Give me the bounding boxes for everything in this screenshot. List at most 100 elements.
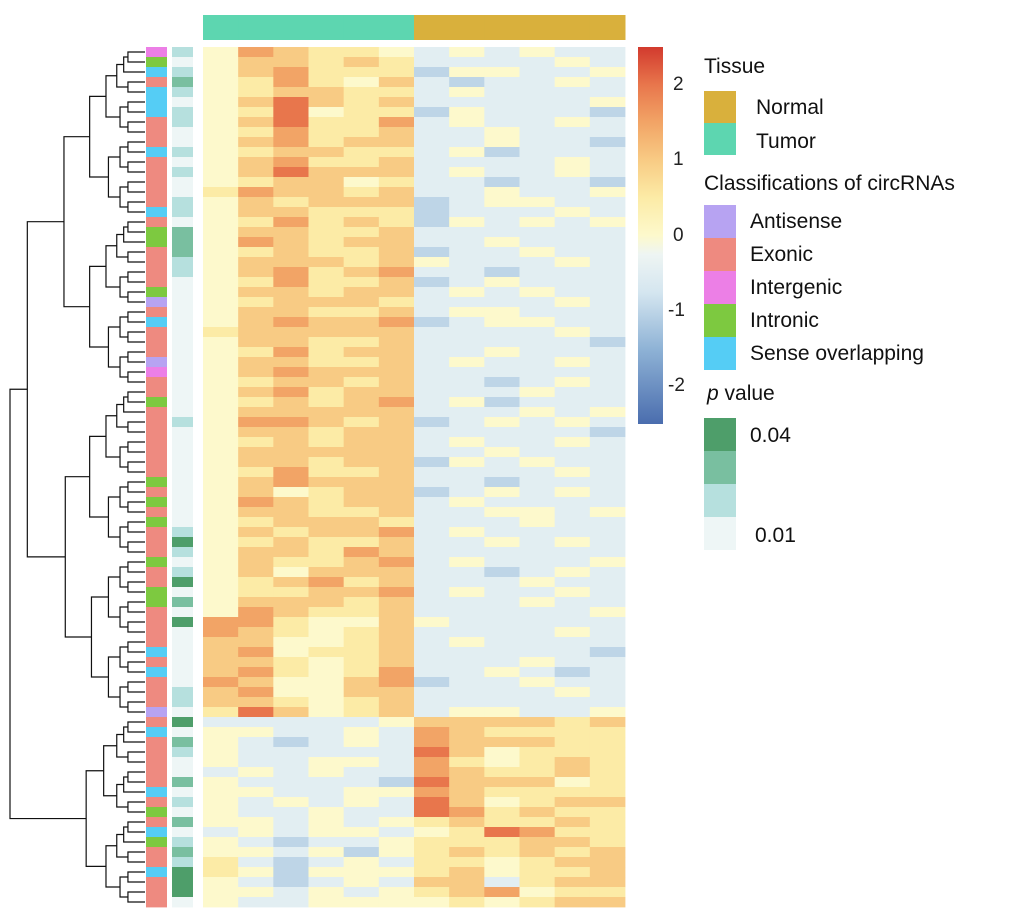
heatmap-cell (519, 827, 556, 838)
heatmap-cell (273, 447, 309, 458)
heatmap-cell (378, 257, 415, 268)
heatmap-cell (449, 357, 485, 368)
heatmap-cell (308, 647, 345, 658)
dendrogram-branch (119, 606, 128, 628)
heatmap-cell (519, 387, 556, 398)
heatmap-cell (378, 497, 415, 508)
heatmap-cell (273, 547, 309, 558)
heatmap-cell (449, 207, 485, 218)
heatmap-cell (554, 267, 591, 278)
heatmap-cell (554, 317, 591, 328)
heatmap-cell (343, 417, 380, 428)
pvalue-cell (172, 87, 193, 98)
heatmap-cell (343, 317, 380, 328)
heatmap-cell (238, 187, 274, 198)
tissue-cell-tumor (308, 15, 345, 40)
classification-cell (146, 677, 167, 688)
heatmap-cell (343, 407, 380, 418)
heatmap-cell (238, 47, 274, 58)
heatmap-cell (554, 337, 591, 348)
heatmap-cell (554, 837, 591, 848)
heatmap-cell (343, 637, 380, 648)
heatmap-cell (554, 527, 591, 538)
heatmap-cell (589, 887, 626, 898)
heatmap-cell (554, 497, 591, 508)
pvalue-cell (172, 667, 193, 678)
heatmap-cell (343, 837, 380, 848)
heatmap-cell (449, 517, 485, 528)
heatmap-cell (308, 567, 345, 578)
classification-cell (146, 147, 167, 158)
heatmap-cell (238, 517, 274, 528)
heatmap-cell (589, 267, 626, 278)
heatmap-cell (273, 147, 309, 158)
heatmap-cell (554, 747, 591, 758)
classification-cell (146, 267, 167, 278)
heatmap-cell (589, 87, 626, 98)
heatmap-cell (519, 87, 556, 98)
pvalue-cell (172, 807, 193, 818)
heatmap-cell (203, 647, 239, 658)
legend-intronic-swatch (704, 304, 736, 337)
heatmap-cell (414, 317, 450, 328)
dendrogram-branch (105, 75, 121, 118)
colorbar-tick-label: 1 (673, 149, 684, 171)
pvalue-cell (172, 767, 193, 778)
legend-normal-swatch (704, 91, 736, 123)
heatmap-cell (308, 777, 345, 788)
pvalue-cell (172, 177, 193, 188)
pvalue-cell (172, 537, 193, 548)
heatmap-cell (484, 757, 520, 768)
heatmap-cell (378, 637, 415, 648)
dendrogram-branch (127, 81, 145, 93)
heatmap-cell (589, 827, 626, 838)
classification-cell (146, 637, 167, 648)
heatmap-cell (519, 437, 556, 448)
heatmap-cell (238, 667, 274, 678)
heatmap-cell (238, 327, 274, 338)
heatmap-cell (203, 297, 239, 308)
heatmap-cell (343, 667, 380, 678)
heatmap-cell (589, 507, 626, 518)
dendrogram-branch (127, 851, 145, 863)
dendrogram-branch (116, 833, 128, 858)
classification-cell (146, 337, 167, 348)
classification-cell (146, 767, 167, 778)
pvalue-cell (172, 107, 193, 118)
pvalue-cell (172, 127, 193, 138)
heatmap-cell (414, 247, 450, 258)
classification-cell (146, 467, 167, 478)
heatmap-cell (343, 507, 380, 518)
heatmap-cell (238, 627, 274, 638)
heatmap-cell (343, 797, 380, 808)
heatmap-cell (414, 427, 450, 438)
heatmap-cell (343, 87, 380, 98)
heatmap-cell (378, 127, 415, 138)
classification-cell (146, 227, 167, 238)
heatmap-cell (554, 287, 591, 298)
heatmap-cell (203, 497, 239, 508)
heatmap-cell (589, 97, 626, 108)
heatmap-cell (449, 567, 485, 578)
heatmap-cell (414, 567, 450, 578)
heatmap-cell (484, 877, 520, 888)
heatmap-cell (449, 257, 485, 268)
heatmap-cell (589, 677, 626, 688)
heatmap-cell (589, 807, 626, 818)
heatmap-cell (589, 617, 626, 628)
heatmap-cell (378, 427, 415, 438)
heatmap-cell (589, 477, 626, 488)
heatmap-cell (414, 807, 450, 818)
heatmap-cell (308, 847, 345, 858)
dendrogram-branch (127, 291, 145, 303)
heatmap-cell (449, 577, 485, 588)
heatmap-cell (378, 377, 415, 388)
heatmap-cell (308, 87, 345, 98)
heatmap-cell (484, 237, 520, 248)
classification-cell (146, 297, 167, 308)
classification-cell (146, 807, 167, 818)
heatmap-cell (554, 507, 591, 518)
pvalue-cell (172, 497, 193, 508)
heatmap-cell (554, 57, 591, 68)
heatmap-cell (273, 627, 309, 638)
